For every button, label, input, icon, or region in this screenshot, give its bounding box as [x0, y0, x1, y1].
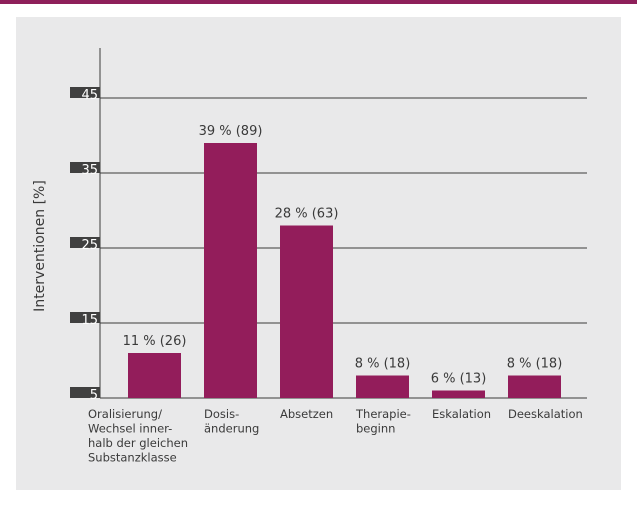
- y-tick-box-45: [70, 87, 100, 98]
- data-label-5: 8 % (18): [507, 357, 563, 372]
- data-label-1: 39 % (89): [199, 124, 263, 139]
- category-label-1: Dosis-änderung: [204, 407, 259, 436]
- y-tick-box-5: [70, 387, 100, 398]
- category-label-5: Deeskalation: [508, 407, 583, 421]
- data-label-2: 28 % (63): [275, 207, 339, 222]
- data-label-3: 8 % (18): [355, 357, 411, 372]
- bar-layer: [128, 143, 561, 398]
- data-label-layer: 11 % (26) 39 % (89) 28 % (63) 8 % (18) 6 % (…: [123, 124, 563, 387]
- category-label-layer: Oralisierung/Wechsel inner-halb der glei…: [88, 407, 583, 465]
- data-label-0: 11 % (26): [123, 334, 187, 349]
- y-tick-label-45: 45: [81, 88, 98, 103]
- y-axis-label: Interventionen [%]: [32, 180, 48, 312]
- y-tick-label-35: 35: [81, 163, 98, 178]
- bar-4: [432, 390, 485, 398]
- bar-2: [280, 225, 333, 398]
- bar-5: [508, 375, 561, 398]
- bar-3: [356, 375, 409, 398]
- category-label-4: Eskalation: [432, 407, 491, 421]
- bar-0: [128, 353, 181, 398]
- top-accent-line: [0, 0, 637, 4]
- y-tick-label-15: 15: [81, 313, 98, 328]
- category-label-0: Oralisierung/Wechsel inner-halb der glei…: [88, 407, 188, 465]
- y-tick-label-25: 25: [81, 238, 98, 253]
- bar-1: [204, 143, 257, 398]
- y-tick-layer: 5 15 25 35 45: [70, 87, 100, 403]
- category-label-2: Absetzen: [280, 407, 333, 421]
- y-tick-box-35: [70, 162, 100, 173]
- y-tick-box-15: [70, 312, 100, 323]
- data-label-4: 6 % (13): [431, 372, 487, 387]
- y-tick-label-5: 5: [90, 388, 98, 403]
- category-label-3: Therapie-beginn: [355, 407, 411, 436]
- y-tick-box-25: [70, 237, 100, 248]
- grid-layer: [99, 48, 587, 399]
